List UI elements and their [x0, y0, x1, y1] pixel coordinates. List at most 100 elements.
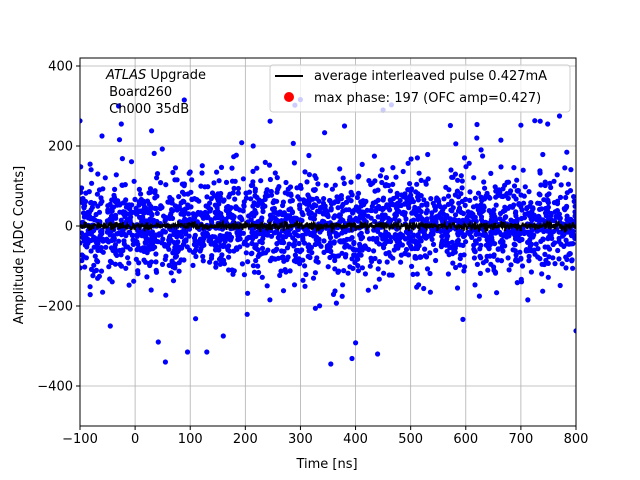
blue-point [570, 265, 576, 271]
blue-point [479, 208, 485, 214]
blue-point [150, 246, 156, 252]
blue-point [128, 159, 135, 165]
blue-point [551, 178, 557, 184]
blue-outlier-point [107, 323, 113, 329]
blue-point [495, 246, 501, 252]
blue-point [511, 183, 518, 189]
blue-point [258, 178, 264, 184]
blue-point [241, 203, 247, 209]
blue-point [236, 236, 242, 242]
blue-point [125, 244, 131, 250]
blue-point [437, 210, 444, 217]
blue-point [419, 202, 425, 208]
blue-point [123, 197, 129, 203]
blue-point [199, 242, 205, 249]
blue-point [142, 239, 148, 246]
blue-point [250, 143, 256, 149]
blue-point [252, 186, 258, 192]
blue-point [92, 253, 98, 259]
blue-point [468, 228, 475, 234]
blue-point [181, 257, 187, 263]
blue-point [405, 160, 411, 166]
blue-point [170, 169, 176, 176]
blue-point [446, 187, 452, 193]
blue-point [100, 289, 106, 295]
blue-point [394, 194, 400, 200]
blue-point [151, 150, 157, 156]
blue-point [511, 165, 517, 171]
blue-point [331, 239, 337, 245]
blue-point [508, 262, 514, 268]
blue-point [331, 214, 337, 221]
blue-point [429, 210, 435, 216]
blue-point [542, 244, 548, 250]
blue-point [107, 276, 113, 282]
blue-point [327, 235, 334, 241]
blue-point [429, 217, 435, 224]
blue-point [264, 283, 270, 289]
blue-point [226, 254, 232, 260]
blue-point [212, 209, 218, 215]
blue-point [541, 228, 547, 235]
blue-point [189, 177, 195, 183]
blue-point [321, 220, 327, 226]
blue-point [256, 269, 262, 276]
blue-point [477, 270, 483, 276]
blue-point [406, 233, 412, 239]
blue-point [219, 233, 225, 239]
blue-point [380, 205, 386, 212]
blue-point [515, 258, 521, 264]
blue-point [198, 183, 204, 189]
blue-point [329, 186, 335, 192]
blue-point [298, 257, 304, 263]
blue-point [130, 237, 136, 243]
blue-point [80, 164, 84, 170]
blue-point [80, 252, 85, 258]
blue-point [243, 190, 249, 196]
blue-point [184, 244, 190, 250]
blue-point [282, 190, 288, 196]
blue-point [512, 248, 518, 254]
blue-point [283, 179, 289, 186]
blue-point [503, 214, 509, 220]
blue-point [154, 210, 160, 216]
blue-point [302, 169, 308, 175]
blue-point [448, 167, 454, 173]
blue-point [217, 261, 223, 267]
blue-point [169, 215, 176, 221]
blue-point [544, 192, 550, 198]
blue-point [370, 235, 376, 241]
blue-point [278, 268, 284, 274]
blue-point [116, 137, 123, 143]
blue-point [325, 264, 331, 270]
blue-point [327, 198, 333, 204]
blue-outlier-point [184, 349, 191, 355]
x-tick-label: 100 [178, 432, 203, 447]
blue-outlier-point [537, 118, 543, 124]
blue-point [292, 238, 298, 244]
blue-point [411, 208, 417, 214]
blue-point [170, 278, 177, 284]
blue-point [296, 240, 302, 247]
blue-point [316, 198, 322, 204]
blue-point [117, 247, 123, 254]
blue-point [344, 199, 350, 205]
blue-point [80, 265, 83, 271]
blue-point [139, 215, 145, 222]
blue-point [543, 257, 549, 263]
blue-point [550, 255, 556, 261]
blue-point [171, 240, 177, 246]
blue-point [554, 208, 561, 214]
blue-point [291, 258, 297, 264]
blue-point [327, 254, 333, 261]
blue-point [398, 202, 404, 209]
blue-point [433, 257, 439, 264]
blue-point [334, 194, 340, 200]
blue-point [87, 292, 93, 298]
blue-point [376, 241, 382, 247]
blue-point [417, 254, 423, 260]
blue-point [303, 231, 309, 237]
blue-point [274, 198, 280, 204]
blue-point [477, 246, 483, 252]
blue-point [240, 208, 246, 214]
